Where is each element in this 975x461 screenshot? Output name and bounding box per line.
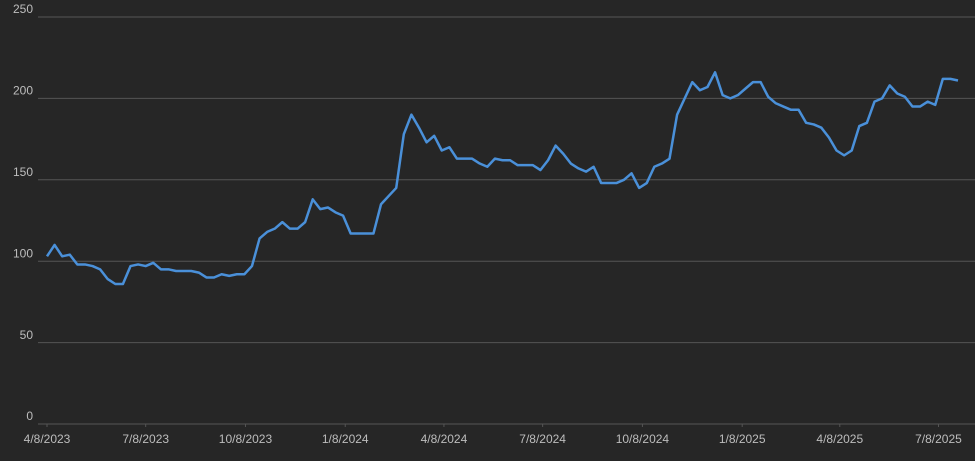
x-tick-label: 10/8/2023: [219, 432, 273, 446]
y-tick-label: 200: [13, 84, 33, 98]
x-tick-label: 7/8/2024: [519, 432, 566, 446]
y-tick-label: 150: [13, 165, 33, 179]
x-tick-label: 4/8/2025: [816, 432, 863, 446]
y-tick-label: 0: [26, 409, 33, 423]
y-tick-label: 50: [20, 328, 34, 342]
x-tick-label: 4/8/2023: [24, 432, 71, 446]
x-tick-label: 7/8/2023: [122, 432, 169, 446]
y-tick-label: 100: [13, 246, 33, 260]
x-tick-label: 7/8/2025: [915, 432, 962, 446]
x-tick-label: 4/8/2024: [421, 432, 468, 446]
data-line: [45, 71, 959, 286]
x-tick-label: 1/8/2024: [322, 432, 369, 446]
x-tick-label: 1/8/2025: [719, 432, 766, 446]
y-tick-label: 250: [13, 2, 33, 16]
x-tick-label: 10/8/2024: [616, 432, 670, 446]
